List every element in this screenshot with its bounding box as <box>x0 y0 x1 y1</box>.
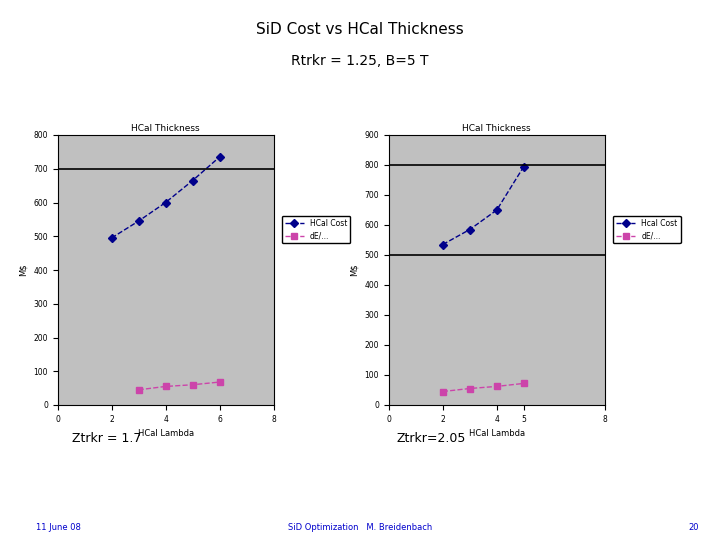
Text: SiD Cost vs HCal Thickness: SiD Cost vs HCal Thickness <box>256 22 464 37</box>
HCal Cost <box>189 177 197 184</box>
HCal Cost <box>135 218 143 224</box>
Title: HCal Thickness: HCal Thickness <box>131 124 200 133</box>
dE/... <box>438 388 447 395</box>
dE/... <box>520 380 528 387</box>
X-axis label: HCal Lambda: HCal Lambda <box>138 429 194 438</box>
Line: HCal Cost: HCal Cost <box>109 154 222 241</box>
Line: dE/...: dE/... <box>136 379 222 393</box>
HCal Cost <box>107 235 116 241</box>
Legend: HCal Cost, dE/...: HCal Cost, dE/... <box>282 215 351 244</box>
Y-axis label: M$: M$ <box>19 264 27 276</box>
Text: SiD Optimization   M. Breidenbach: SiD Optimization M. Breidenbach <box>288 523 432 532</box>
Title: HCal Thickness: HCal Thickness <box>462 124 531 133</box>
dE/... <box>135 387 143 393</box>
Line: Hcal Cost: Hcal Cost <box>440 164 526 247</box>
dE/... <box>492 383 501 390</box>
Legend: Hcal Cost, dE/...: Hcal Cost, dE/... <box>613 215 680 244</box>
Text: 11 June 08: 11 June 08 <box>36 523 81 532</box>
dE/... <box>161 383 170 390</box>
Hcal Cost <box>466 226 474 233</box>
dE/... <box>189 381 197 388</box>
Line: dE/...: dE/... <box>440 381 526 394</box>
Text: Rtrkr = 1.25, B=5 T: Rtrkr = 1.25, B=5 T <box>292 54 428 68</box>
Hcal Cost <box>438 241 447 248</box>
dE/... <box>466 385 474 392</box>
Text: 20: 20 <box>688 523 698 532</box>
Hcal Cost <box>520 163 528 170</box>
X-axis label: HCal Lambda: HCal Lambda <box>469 429 525 438</box>
dE/... <box>215 379 224 386</box>
Hcal Cost <box>492 207 501 213</box>
Text: Ztrkr = 1.7: Ztrkr = 1.7 <box>72 432 141 445</box>
HCal Cost <box>161 199 170 206</box>
Y-axis label: M$: M$ <box>350 264 359 276</box>
HCal Cost <box>215 154 224 160</box>
Text: Ztrkr=2.05: Ztrkr=2.05 <box>396 432 465 445</box>
